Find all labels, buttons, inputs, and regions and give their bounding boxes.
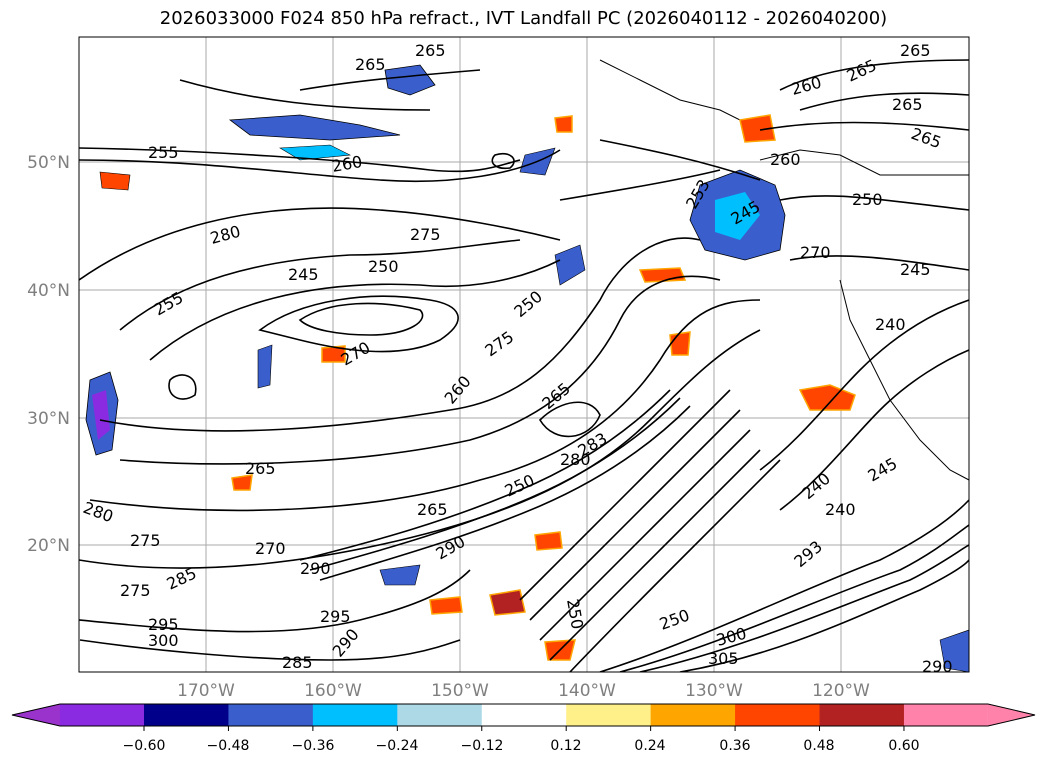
contour-label: 300 xyxy=(148,631,179,650)
contour-label: 255 xyxy=(148,143,179,162)
colorbar-tick-label: −0.36 xyxy=(292,738,335,754)
contour-label: 290 xyxy=(300,559,331,578)
colorbar-ticks: −0.60 −0.48 −0.36 −0.24 −0.12 0.12 0.24 … xyxy=(123,738,920,754)
colorbar-segment xyxy=(819,704,905,726)
colorbar-tick-label: 0.36 xyxy=(719,738,750,754)
colorbar-extend-min xyxy=(12,704,60,726)
lat-label: 50°N xyxy=(27,153,70,173)
contour-label: 280 xyxy=(560,450,591,469)
colorbar: −0.60 −0.48 −0.36 −0.24 −0.12 0.12 0.24 … xyxy=(11,703,1036,754)
lon-label: 160°W xyxy=(304,681,362,701)
contour-label: 265 xyxy=(355,55,386,74)
colorbar-tick-label: 0.12 xyxy=(550,738,581,754)
lon-label: 120°W xyxy=(812,681,870,701)
lat-label: 20°N xyxy=(27,536,70,556)
colorbar-segment xyxy=(735,704,821,726)
longitude-labels: 170°W 160°W 150°W 140°W 130°W 120°W xyxy=(177,681,870,701)
contour-label: 240 xyxy=(875,315,906,334)
refractivity-contours xyxy=(79,59,969,672)
colorbar-extend-max xyxy=(987,704,1035,726)
lon-label: 130°W xyxy=(685,681,743,701)
colorbar-segment xyxy=(397,704,483,726)
latitude-labels: 50°N 40°N 30°N 20°N xyxy=(27,153,70,556)
contour-label: 295 xyxy=(320,607,351,626)
colorbar-segment xyxy=(228,704,314,726)
colorbar-tick-label: −0.12 xyxy=(461,738,504,754)
contour-label: 275 xyxy=(410,225,441,244)
contour-label: 265 xyxy=(245,459,276,478)
colorbar-segment xyxy=(144,704,229,726)
contour-label: 290 xyxy=(922,657,953,676)
colorbar-tick-label: 0.24 xyxy=(634,738,665,754)
refractivity-anomaly-fill xyxy=(85,64,969,672)
contour-label: 250 xyxy=(368,257,399,276)
colorbar-segment xyxy=(566,704,652,726)
map-title: 2026033000 F024 850 hPa refract., IVT La… xyxy=(159,8,888,29)
colorbar-tick-label: 0.60 xyxy=(888,738,919,754)
contour-label: 275 xyxy=(130,531,161,550)
colorbar-tick-label: −0.24 xyxy=(376,738,419,754)
lat-label: 30°N xyxy=(27,409,70,429)
colorbar-segments xyxy=(11,703,1036,731)
contour-label: 285 xyxy=(282,653,313,672)
lon-label: 140°W xyxy=(558,681,616,701)
lat-label: 40°N xyxy=(27,281,70,301)
contour-label: 245 xyxy=(288,265,319,284)
contour-label: 265 xyxy=(892,95,923,114)
colorbar-tick-label: 0.48 xyxy=(803,738,834,754)
colorbar-segment xyxy=(481,704,567,726)
colorbar-tick-label: −0.48 xyxy=(207,738,250,754)
contour-label: 245 xyxy=(900,260,931,279)
colorbar-tick-label: −0.60 xyxy=(123,738,166,754)
contour-label: 265 xyxy=(415,41,446,60)
contour-label: 270 xyxy=(800,243,831,262)
contour-label: 250 xyxy=(852,190,883,209)
colorbar-segment xyxy=(312,704,398,726)
colorbar-segment xyxy=(903,704,988,726)
contour-label: 240 xyxy=(825,500,856,519)
lon-label: 170°W xyxy=(177,681,235,701)
contour-label: 295 xyxy=(148,615,179,634)
contour-label: 265 xyxy=(900,41,931,60)
colorbar-segment xyxy=(650,704,736,726)
contour-label: 270 xyxy=(255,539,286,558)
lon-label: 150°W xyxy=(431,681,489,701)
contour-label: 305 xyxy=(708,649,739,668)
contour-label: 275 xyxy=(120,581,151,600)
colorbar-segment xyxy=(60,704,144,726)
contour-label: 265 xyxy=(417,500,448,519)
contour-label: 260 xyxy=(770,150,801,169)
colorbar-outline xyxy=(11,703,1036,727)
